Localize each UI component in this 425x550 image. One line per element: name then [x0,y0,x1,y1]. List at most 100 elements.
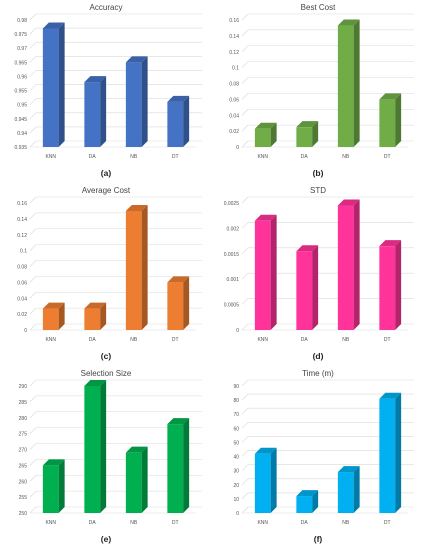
gridline-side [241,272,249,280]
x-tick-label: DT [384,154,391,160]
gridline-side [241,29,249,37]
bar [296,496,313,513]
bar-side [312,245,319,330]
gridline-side [241,393,249,401]
bar [337,205,354,330]
gridline-side [241,464,249,471]
bar-top [296,245,319,252]
bar-top [84,76,107,83]
gridline-side [29,459,37,466]
x-tick-label: NB [130,337,138,343]
gridline-side [241,450,249,457]
y-tick-label: 40 [233,455,239,461]
y-tick-label: 0.02 [17,312,27,318]
bar-side [395,392,402,513]
y-tick-label: 0.08 [229,82,239,88]
bar-top [337,199,360,206]
bar-side [183,276,190,330]
y-tick-label: 275 [19,432,28,438]
x-tick-label: DA [301,154,309,160]
x-tick-label: DT [172,520,179,526]
gridline-side [29,126,37,134]
y-tick-label: 90 [233,384,239,390]
bar-top [296,121,319,128]
y-tick-label: 255 [19,495,28,501]
chart-title: STD [310,186,326,195]
bar [42,28,59,147]
bar-side [141,446,148,513]
x-tick-label: NB [130,154,138,160]
chart-title: Selection Size [80,369,132,378]
y-tick-label: 30 [233,469,239,475]
bar-side [100,302,107,330]
y-tick-label: 0.06 [17,280,27,286]
bar-side [141,204,148,330]
gridline-side [241,93,249,100]
chart-title: Average Cost [81,186,131,195]
gridline-side [29,228,37,235]
y-tick-label: 0 [236,328,239,334]
y-tick-label: 10 [233,497,239,503]
y-tick-label: 0.14 [229,34,239,40]
chart-title: Accuracy [89,3,123,12]
bar [379,246,396,330]
bar [42,465,59,513]
bar-side [395,240,402,330]
bar-side [183,418,190,513]
bar [84,308,101,330]
y-tick-label: 0.12 [17,233,27,239]
gridline-side [29,140,37,148]
bar-top [167,276,190,283]
chart-panel-average-cost: Average Cost 0 0.02 0.04 0.06 0.08 0.1 0.12 0.1… [0,183,212,366]
gridline-side [241,61,249,68]
y-tick-label: 50 [233,440,239,446]
bar [337,472,354,513]
gridline-side [241,13,249,21]
y-tick-label: 70 [233,412,239,418]
y-tick-label: 265 [19,463,28,469]
x-tick-label: DA [301,337,309,343]
bar [296,251,313,330]
gridline-side [29,56,37,63]
bar-side [100,76,107,147]
gridline-side [241,247,249,255]
bar [42,308,59,330]
y-tick-label: 0.95 [17,103,27,109]
chart-sublabel: (e) [100,534,112,544]
bar-top [296,490,319,497]
bar-top [84,302,107,309]
x-tick-label: KNN [257,337,268,343]
gridline-side [241,77,249,84]
x-tick-label: DT [172,154,179,160]
bar-side [100,380,107,513]
y-tick-label: 0.965 [14,60,27,66]
bar [379,398,396,513]
bar-top [337,19,360,26]
bar [254,128,271,147]
y-tick-label: 0.96 [17,74,27,80]
gridline-side [29,475,37,482]
gridline-side [241,323,249,331]
y-tick-label: 0.16 [17,201,27,207]
gridline-side [29,443,37,450]
gridline-side [29,196,37,204]
bar [84,386,101,513]
y-tick-label: 0.1 [232,66,239,72]
y-tick-label: 260 [19,479,28,485]
bar-top [379,240,402,247]
y-tick-label: 80 [233,398,239,404]
chart-svg: 0.935 0.94 0.945 0.95 0.955 0.96 0.965 0.97 0.97… [14,13,202,160]
bar [167,424,184,513]
bar-side [353,19,360,147]
gridline-side [29,323,37,331]
x-tick-label: DA [89,154,97,160]
gridline-side [29,292,37,299]
bar [337,25,354,147]
bar-side [312,490,319,513]
bar [84,82,101,147]
bar-side [270,122,277,147]
y-tick-label: 270 [19,448,28,454]
gridline-side [241,436,249,443]
gridline-side [241,408,249,415]
y-tick-label: 0.955 [14,89,27,95]
